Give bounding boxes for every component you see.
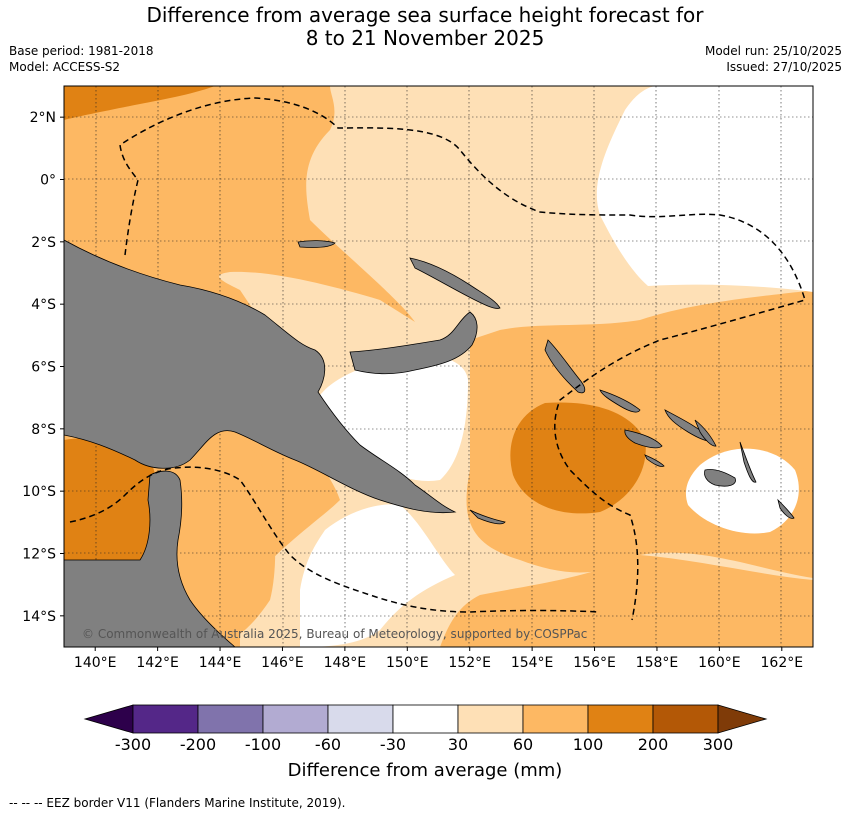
colorbar-swatch: [392, 704, 459, 734]
colorbar-tick-label: -300: [115, 735, 151, 754]
colorbar-swatch: [197, 704, 264, 734]
x-tick-label: 150°E: [386, 655, 429, 671]
guadalcanal: [624, 429, 663, 449]
colorbar-tick-label: 300: [703, 735, 734, 754]
colorbar: -300 -200 -100 -60 -30 30 60 100 200 300: [83, 704, 768, 754]
colorbar-tick-label: -30: [380, 735, 406, 754]
colorbar-swatch: [587, 704, 654, 734]
eez-footnote: -- -- -- EEZ border V11 (Flanders Marine…: [9, 796, 346, 810]
new-ireland: [409, 257, 501, 309]
colorbar-tick-label: 200: [638, 735, 669, 754]
eez-border: [69, 97, 806, 621]
y-axis-ticks: 2°N 0° 2°S 4°S 6°S 8°S 10°S 12°S 14°S: [22, 110, 64, 625]
anomaly-fill-capeyork-60-100: [176, 429, 276, 647]
x-tick-label: 144°E: [199, 655, 242, 671]
anomaly-fill-solomon-sea-neutral: [318, 356, 468, 481]
anomaly-fill-nw-100-200: [64, 86, 215, 120]
meta-right: Model run: 25/10/2025 Issued: 27/10/2025: [705, 43, 842, 75]
colorbar-swatch: [652, 704, 719, 734]
rennell-island: [644, 454, 665, 467]
map-title: Difference from average sea surface heig…: [0, 4, 850, 50]
colorbar-tick-label: -200: [180, 735, 216, 754]
y-tick-label: 8°S: [31, 422, 56, 438]
x-tick-label: 158°E: [636, 655, 679, 671]
vanuatu-espiritu: [704, 469, 736, 487]
anomaly-fill-se-60-100: [440, 555, 813, 647]
x-tick-label: 160°E: [698, 655, 741, 671]
y-tick-label: 6°S: [31, 360, 56, 376]
louisiade-archipelago: [469, 509, 506, 525]
santa-isabel: [664, 409, 713, 442]
land-masses: [64, 239, 795, 647]
x-axis-ticks: 140°E 142°E 144°E 146°E 148°E 150°E 152°E 154°E…: [74, 647, 803, 671]
base-period-text: Base period: 1981-2018: [9, 44, 154, 58]
y-tick-label: 10°S: [22, 484, 56, 500]
anomaly-fill-coral-sea-neutral: [300, 504, 455, 647]
colorbar-extend-low: [83, 704, 134, 734]
vanuatu-north: [739, 441, 757, 483]
x-tick-label: 146°E: [261, 655, 304, 671]
y-tick-label: 2°N: [30, 110, 56, 126]
colorbar-tick-label: 60: [513, 735, 533, 754]
y-tick-label: 0°: [40, 173, 56, 189]
colorbar-tick-label: 30: [448, 735, 468, 754]
x-tick-label: 142°E: [136, 655, 179, 671]
choiseul: [599, 389, 641, 413]
x-tick-label: 148°E: [324, 655, 367, 671]
map-figure: © Commonwealth of Australia 2025, Bureau…: [22, 85, 814, 754]
x-tick-label: 140°E: [74, 655, 117, 671]
bougainville: [544, 339, 586, 394]
vanuatu-south: [777, 498, 795, 519]
colorbar-extend-high: [717, 704, 768, 734]
colorbar-swatch: [262, 704, 329, 734]
y-tick-label: 12°S: [22, 547, 56, 563]
manus-island: [297, 240, 336, 248]
colorbar-label: Difference from average (mm): [287, 760, 563, 781]
y-tick-label: 2°S: [31, 235, 56, 251]
colorbar-tick-label: -60: [315, 735, 341, 754]
new-guinea: [64, 239, 457, 514]
colorbar-swatch: [132, 704, 199, 734]
issued-text: Issued: 27/10/2025: [726, 60, 842, 74]
copyright-text: © Commonwealth of Australia 2025, Bureau…: [82, 627, 587, 641]
x-tick-label: 154°E: [511, 655, 554, 671]
y-tick-label: 14°S: [22, 609, 56, 625]
model-run-text: Model run: 25/10/2025: [704, 44, 842, 58]
x-tick-label: 152°E: [448, 655, 491, 671]
colorbar-tick-label: -100: [245, 735, 281, 754]
malaita: [694, 419, 717, 447]
colorbar-swatch: [522, 704, 589, 734]
meta-left: Base period: 1981-2018 Model: ACCESS-S2: [9, 43, 154, 75]
x-tick-label: 162°E: [761, 655, 804, 671]
x-tick-label: 156°E: [573, 655, 616, 671]
map-area: [64, 86, 813, 647]
model-text: Model: ACCESS-S2: [9, 60, 121, 74]
anomaly-fill-central-100-200: [510, 402, 646, 514]
colorbar-tick-label: 100: [573, 735, 604, 754]
y-tick-label: 4°S: [31, 297, 56, 313]
colorbar-swatch: [457, 704, 524, 734]
australia: [64, 470, 236, 647]
title-line-1: Difference from average sea surface heig…: [146, 3, 704, 27]
title-line-2: 8 to 21 November 2025: [305, 26, 545, 50]
colorbar-swatch: [327, 704, 394, 734]
anomaly-fill-ne-neutral: [596, 86, 813, 292]
new-britain: [349, 311, 478, 375]
